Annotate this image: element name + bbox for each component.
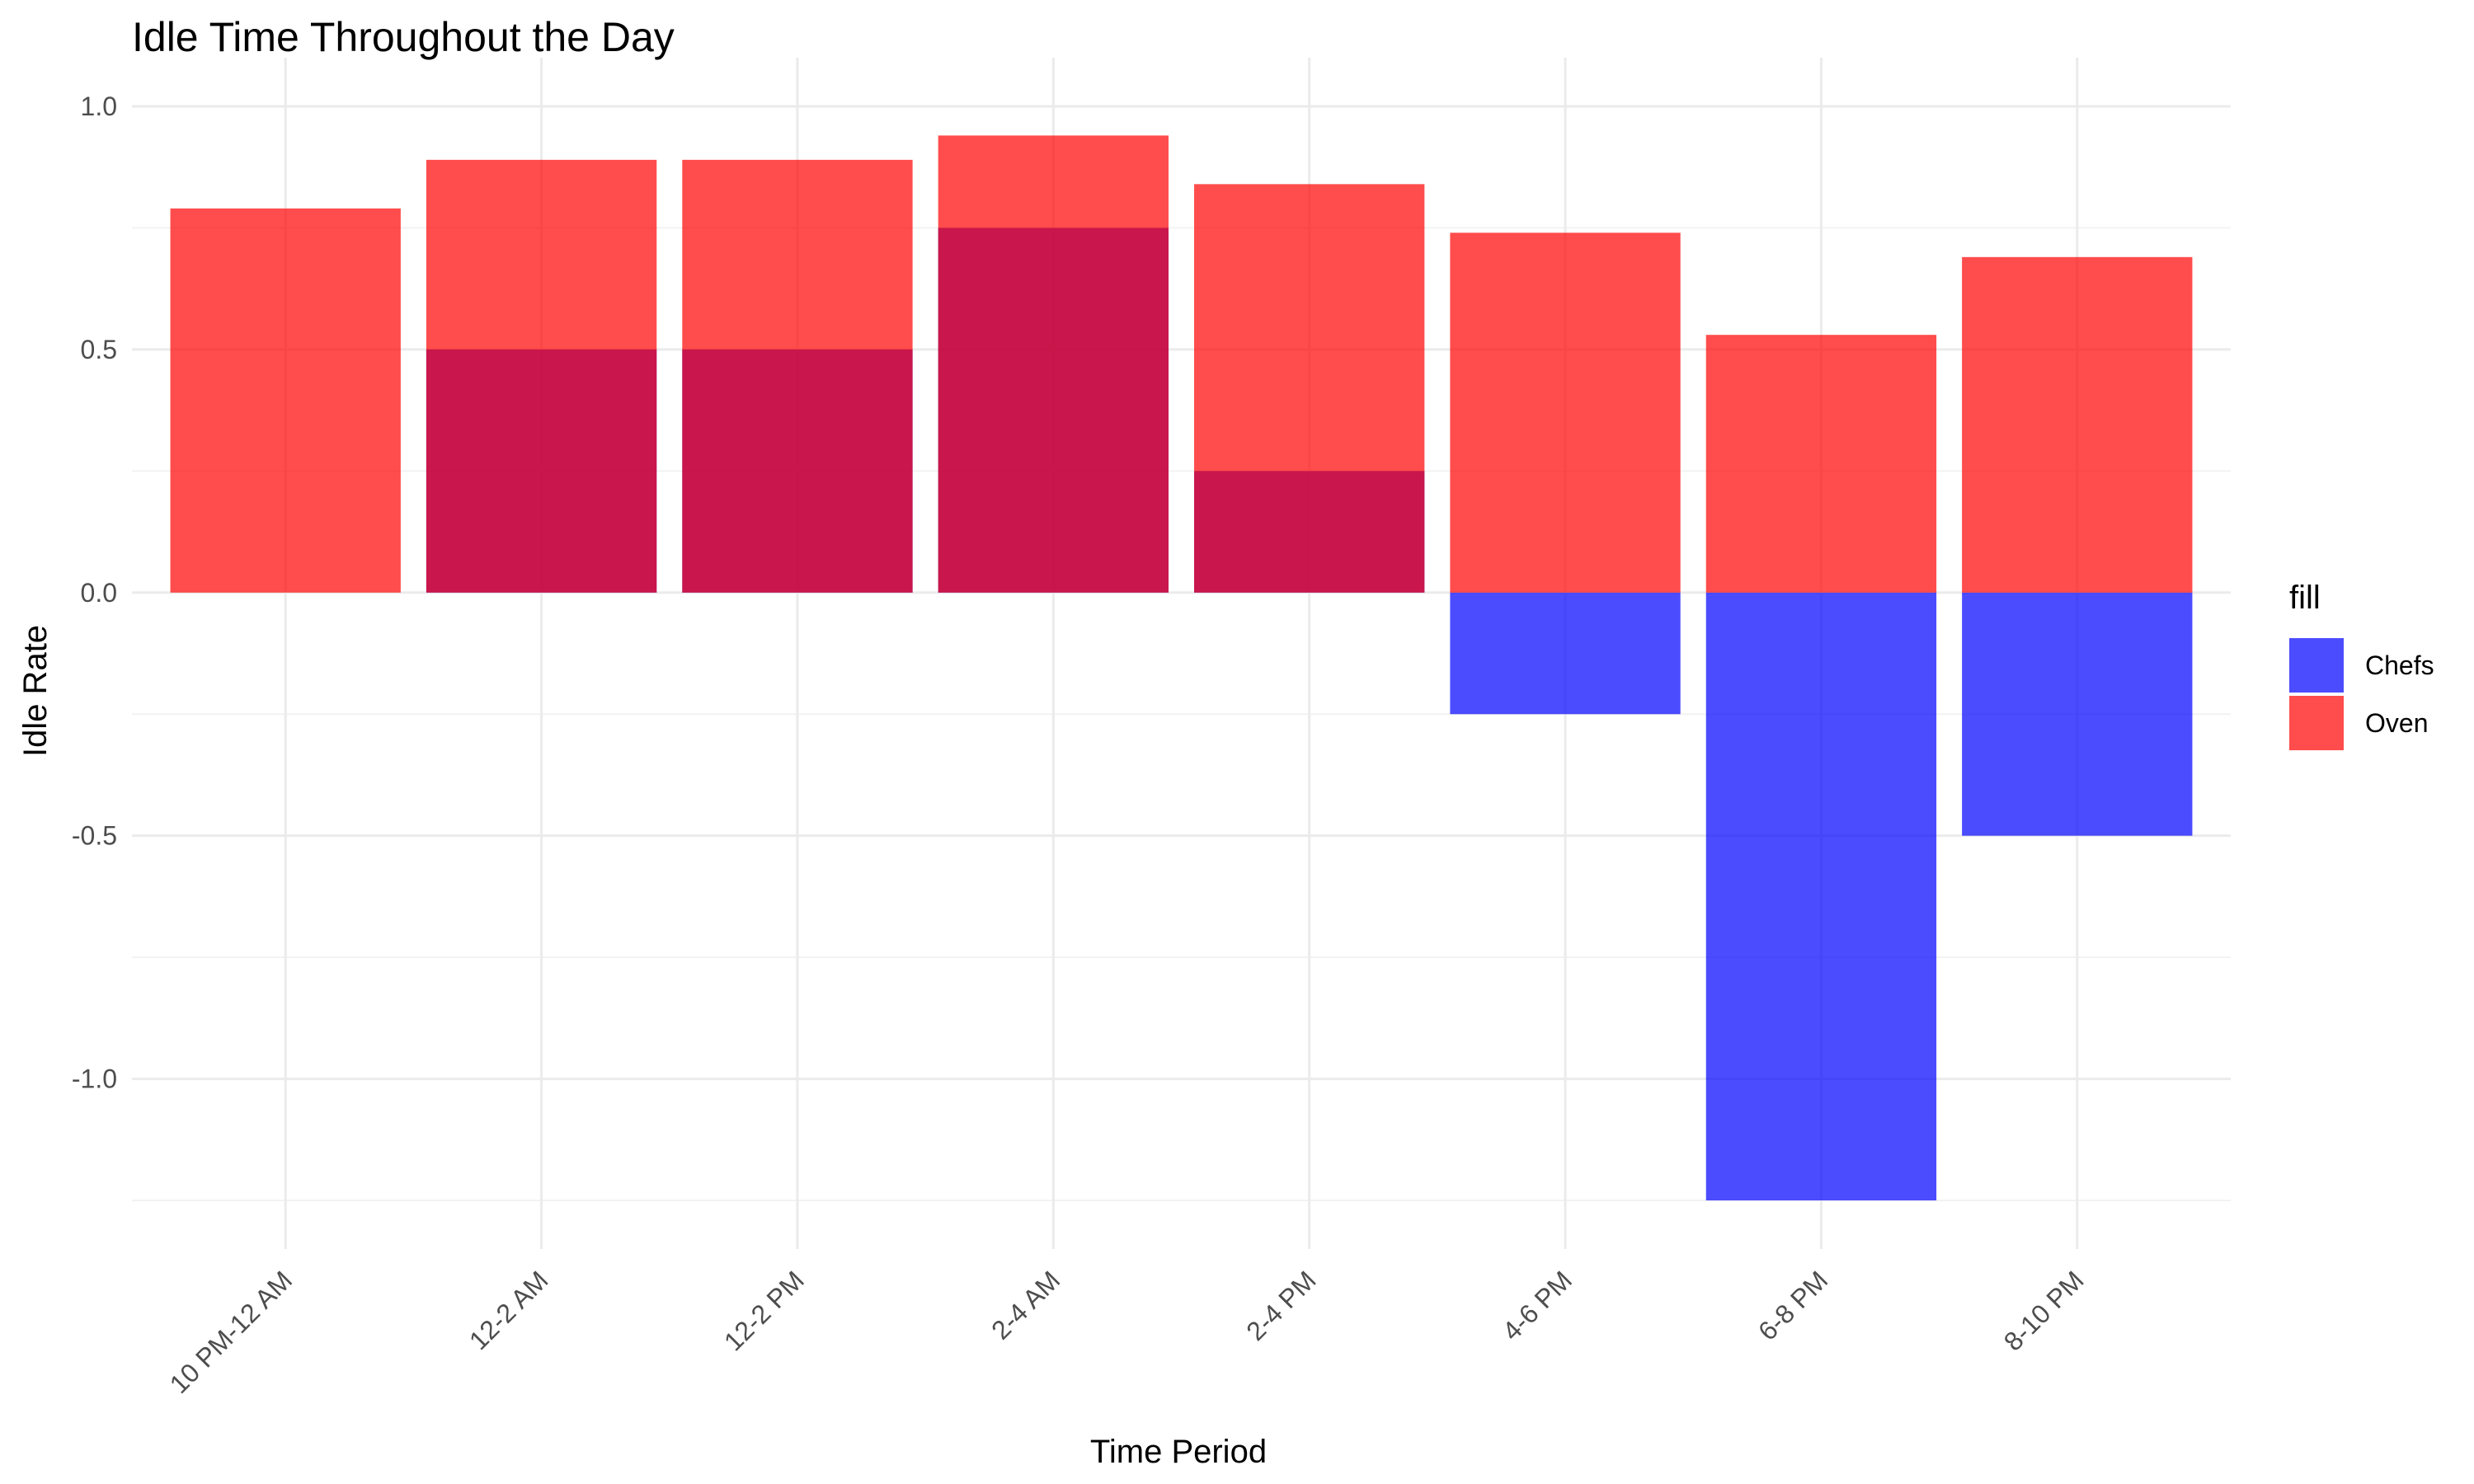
x-tick-label: 12-2 PM	[718, 1265, 810, 1356]
legend: fill Chefs Oven	[2289, 580, 2434, 750]
bar-chefs	[1962, 592, 2193, 836]
bar-oven	[1705, 335, 1937, 593]
x-tick-label: 8-10 PM	[1998, 1265, 2090, 1356]
x-tick-label: 2-4 AM	[985, 1265, 1065, 1345]
legend-key-oven	[2289, 696, 2344, 750]
legend-label-oven: Oven	[2365, 708, 2428, 738]
bar-oven	[1194, 184, 1425, 593]
y-axis-tick-labels: -1.0 -0.5 0.0 0.5 1.0	[72, 92, 117, 1094]
bar-oven	[170, 208, 401, 593]
y-tick-label: -0.5	[72, 821, 117, 851]
y-tick-label: -1.0	[72, 1064, 117, 1094]
x-tick-label: 2-4 PM	[1240, 1265, 1321, 1345]
x-axis-tick-labels: 10 PM-12 AM 12-2 AM 12-2 PM 2-4 AM 2-4 PM 4-6…	[164, 1265, 2090, 1399]
bar-oven	[1450, 232, 1681, 593]
x-tick-label: 4-6 PM	[1497, 1265, 1578, 1345]
x-axis-title: Time Period	[1090, 1434, 1267, 1470]
y-tick-label: 0.0	[81, 578, 117, 608]
bar-chefs	[1450, 592, 1681, 715]
bar-oven	[426, 159, 657, 593]
legend-label-chefs: Chefs	[2365, 650, 2434, 680]
chart-title: Idle Time Throughout the Day	[132, 14, 675, 60]
bars	[170, 135, 2193, 1201]
x-tick-label: 10 PM-12 AM	[164, 1265, 299, 1399]
x-tick-label: 6-8 PM	[1752, 1265, 1833, 1345]
legend-key-chefs	[2289, 638, 2344, 693]
bar-oven	[1962, 256, 2193, 593]
y-axis-title: Idle Rate	[17, 625, 54, 757]
y-tick-label: 0.5	[81, 335, 117, 364]
bar-oven	[938, 135, 1169, 593]
bar-oven	[682, 159, 913, 593]
y-tick-label: 1.0	[81, 92, 117, 121]
x-tick-label: 12-2 AM	[463, 1265, 554, 1355]
bar-chefs	[1705, 592, 1937, 1201]
legend-title: fill	[2289, 580, 2321, 616]
